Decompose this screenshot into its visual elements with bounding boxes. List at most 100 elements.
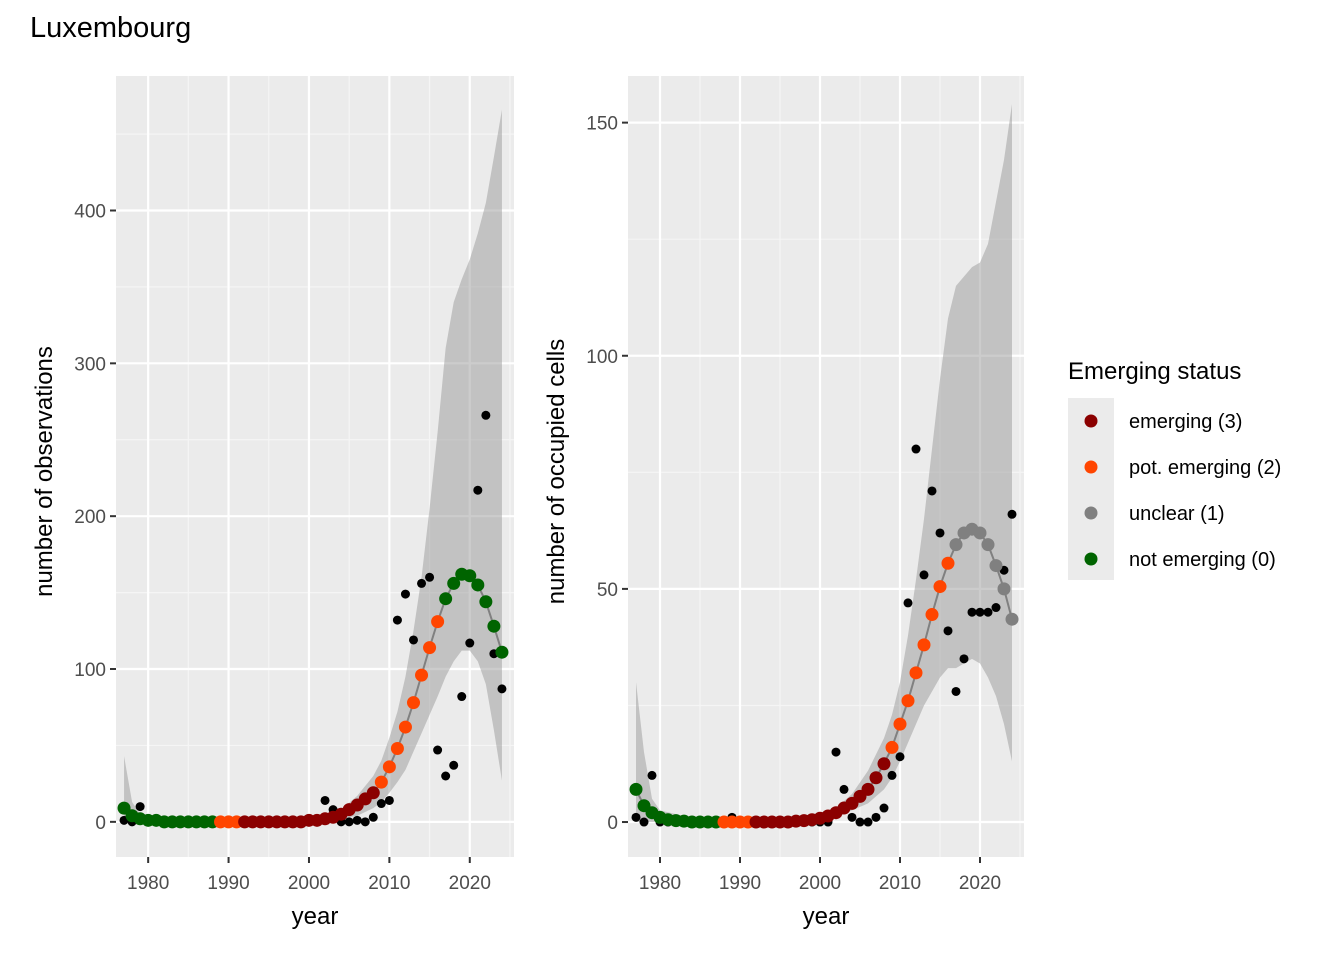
observed-point bbox=[983, 607, 993, 617]
x-tick-label: 2010 bbox=[368, 873, 410, 894]
legend-key-background bbox=[1068, 398, 1114, 580]
trend-point bbox=[949, 538, 963, 552]
observed-point bbox=[943, 626, 953, 636]
y-tick-label: 100 bbox=[74, 660, 106, 681]
observed-point bbox=[352, 815, 362, 825]
trend-point bbox=[909, 666, 923, 680]
panel-observations: 1980 1990 2000 2010 2020 0 100 200 300 400 year num… bbox=[31, 76, 514, 930]
observed-point bbox=[855, 817, 865, 827]
observed-point bbox=[935, 528, 945, 538]
legend-item-not-emerging: not emerging (0) bbox=[1084, 549, 1276, 571]
observed-point bbox=[1007, 509, 1017, 519]
trend-point bbox=[901, 694, 915, 708]
x-tick-label: 2000 bbox=[288, 873, 330, 894]
observed-point bbox=[871, 812, 881, 822]
trend-point bbox=[431, 615, 445, 629]
trend-point bbox=[471, 578, 485, 592]
observed-point bbox=[991, 603, 1001, 613]
observed-point bbox=[927, 486, 937, 496]
observed-point bbox=[647, 770, 657, 780]
y-tick-label: 0 bbox=[95, 813, 106, 834]
x-tick-label: 2010 bbox=[879, 873, 921, 894]
observed-point bbox=[417, 578, 427, 588]
observed-point bbox=[392, 615, 402, 625]
observed-point bbox=[847, 812, 857, 822]
observed-point bbox=[831, 747, 841, 757]
observed-point bbox=[911, 444, 921, 454]
y-tick-label: 100 bbox=[586, 347, 618, 368]
observed-point bbox=[465, 638, 475, 648]
x-tick-label: 1990 bbox=[719, 873, 761, 894]
panel-occupied-cells: 1980 1990 2000 2010 2020 0 50 100 150 year number … bbox=[543, 76, 1024, 930]
observed-point bbox=[408, 635, 418, 645]
legend-key-pot-emerging bbox=[1084, 460, 1098, 474]
x-tick-label: 1990 bbox=[207, 873, 249, 894]
trend-point bbox=[981, 538, 995, 552]
trend-point bbox=[1005, 612, 1019, 626]
observed-point bbox=[903, 598, 913, 608]
x-axis-title: year bbox=[292, 903, 339, 930]
y-tick-label: 0 bbox=[607, 813, 618, 834]
observed-point bbox=[481, 410, 491, 420]
observed-point bbox=[639, 817, 649, 827]
observed-point bbox=[400, 589, 410, 599]
trend-point bbox=[933, 580, 947, 594]
trend-point bbox=[366, 786, 380, 800]
x-tick-label: 1980 bbox=[127, 873, 169, 894]
observed-point bbox=[497, 684, 507, 694]
observed-point bbox=[433, 745, 443, 755]
observed-point bbox=[473, 485, 483, 495]
observed-point bbox=[449, 760, 459, 770]
trend-point bbox=[989, 559, 1003, 573]
trend-point bbox=[925, 608, 939, 622]
trend-point bbox=[495, 645, 509, 659]
observed-point bbox=[320, 795, 330, 805]
observed-point bbox=[441, 771, 451, 781]
legend: Emerging status emerging (3) pot. emergi… bbox=[1068, 358, 1281, 580]
x-axis-title: year bbox=[803, 903, 850, 930]
trend-point bbox=[869, 771, 883, 785]
y-tick-label: 150 bbox=[586, 114, 618, 135]
legend-key-not-emerging bbox=[1084, 552, 1098, 566]
y-axis-title: number of observations bbox=[31, 346, 58, 597]
trend-point bbox=[447, 576, 461, 590]
observed-point bbox=[344, 817, 354, 827]
legend-title: Emerging status bbox=[1068, 358, 1241, 385]
observed-point bbox=[135, 802, 145, 812]
observed-point bbox=[967, 607, 977, 617]
y-tick-label: 400 bbox=[74, 201, 106, 222]
legend-label-not-emerging: not emerging (0) bbox=[1129, 549, 1276, 571]
trend-point bbox=[406, 696, 420, 710]
chart-title: Luxembourg bbox=[30, 12, 192, 44]
trend-point bbox=[941, 556, 955, 570]
legend-key-emerging bbox=[1084, 414, 1098, 428]
legend-label-emerging: emerging (3) bbox=[1129, 411, 1242, 433]
trend-point bbox=[629, 782, 643, 796]
y-tick-label: 300 bbox=[74, 354, 106, 375]
observed-point bbox=[360, 817, 370, 827]
trend-point bbox=[479, 595, 493, 609]
trend-point bbox=[374, 775, 388, 789]
observed-point bbox=[457, 692, 467, 702]
observed-point bbox=[384, 795, 394, 805]
trend-point bbox=[439, 592, 453, 606]
observed-point bbox=[887, 770, 897, 780]
trend-point bbox=[973, 526, 987, 540]
observed-point bbox=[879, 803, 889, 813]
trend-point bbox=[861, 782, 875, 796]
y-axis-title: number of occupied cells bbox=[543, 339, 570, 604]
legend-label-pot-emerging: pot. emerging (2) bbox=[1129, 457, 1281, 479]
trend-point bbox=[893, 717, 907, 731]
trend-point bbox=[415, 668, 429, 682]
y-tick-label: 50 bbox=[597, 580, 618, 601]
trend-point bbox=[398, 720, 412, 734]
observed-point bbox=[368, 812, 378, 822]
observed-point bbox=[959, 654, 969, 664]
y-tick-label: 200 bbox=[74, 507, 106, 528]
trend-point bbox=[997, 582, 1011, 596]
observed-point bbox=[895, 752, 905, 762]
legend-key-unclear bbox=[1084, 506, 1098, 520]
trend-point bbox=[877, 757, 891, 771]
